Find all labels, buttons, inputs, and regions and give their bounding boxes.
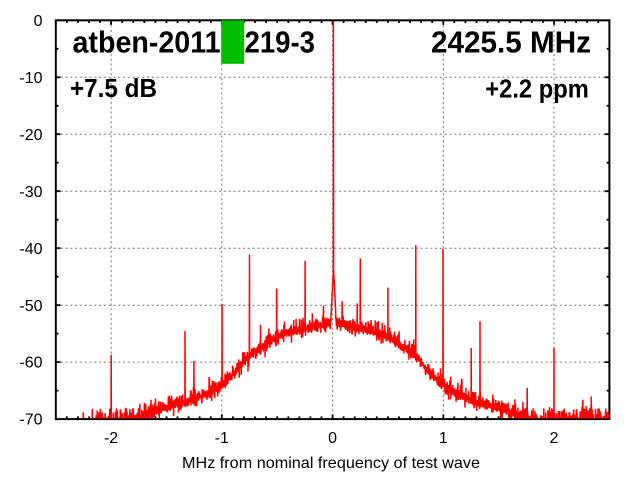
svg-text:219-3: 219-3 <box>245 25 316 60</box>
svg-text:-40: -40 <box>19 241 42 258</box>
svg-text:-70: -70 <box>19 412 42 429</box>
svg-text:-50: -50 <box>19 298 42 315</box>
svg-text:-1: -1 <box>215 430 229 447</box>
svg-text:2425.5 MHz: 2425.5 MHz <box>431 25 591 60</box>
svg-text:0: 0 <box>328 430 337 447</box>
svg-text:-10: -10 <box>19 70 42 87</box>
svg-text:+2.2 ppm: +2.2 ppm <box>485 74 589 104</box>
svg-text:1: 1 <box>439 430 448 447</box>
svg-text:+7.5 dB: +7.5 dB <box>70 73 157 103</box>
svg-text:atben-2011: atben-2011 <box>73 25 221 60</box>
svg-text:MHz from nominal frequency of: MHz from nominal frequency of test wave <box>182 455 480 472</box>
svg-text:0: 0 <box>34 13 43 30</box>
svg-text:-30: -30 <box>19 184 42 201</box>
svg-text:-60: -60 <box>19 355 42 372</box>
svg-text:2: 2 <box>550 430 559 447</box>
svg-text:-20: -20 <box>19 127 42 144</box>
svg-text:-2: -2 <box>104 430 118 447</box>
